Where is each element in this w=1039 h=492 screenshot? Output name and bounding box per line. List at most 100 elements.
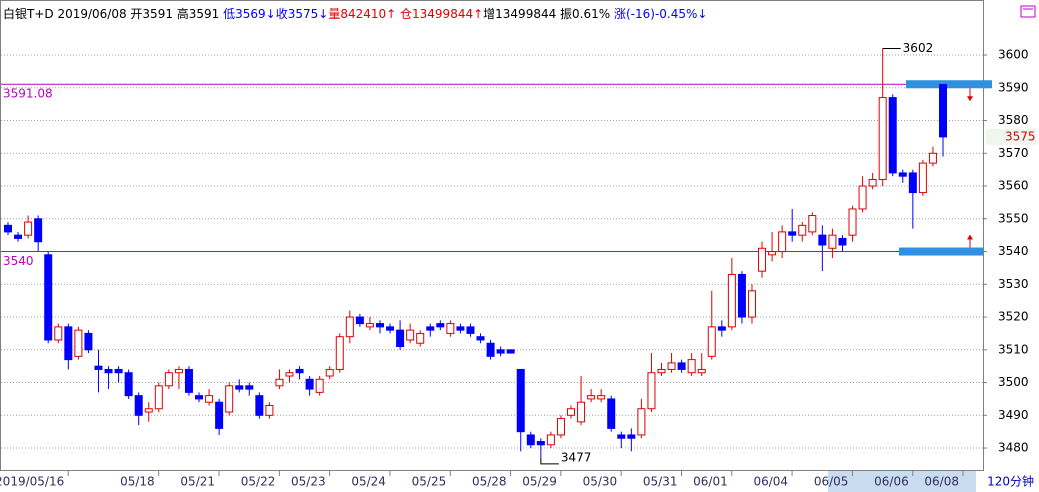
y-tick-label: 3590 [998, 80, 1029, 94]
candle-body [667, 362, 676, 370]
candle-body [918, 162, 927, 194]
candle-body [144, 408, 153, 413]
candle-body [396, 329, 405, 348]
last-close-label: 3575 [1005, 129, 1036, 143]
candle-body [195, 395, 204, 400]
candle-body [486, 342, 495, 357]
candle-body [597, 395, 606, 400]
x-tick-label: 05/22 [241, 475, 276, 489]
high-label: 3602 [903, 41, 934, 55]
y-tick-label: 3530 [998, 277, 1029, 291]
candle-body [466, 326, 475, 334]
candle-body [365, 323, 374, 328]
candle-body [315, 378, 324, 393]
candle-body [54, 326, 63, 341]
y-tick-label: 3540 [998, 244, 1029, 258]
candle-body [577, 401, 586, 423]
candle-body [808, 215, 817, 233]
candle-body [74, 329, 83, 357]
candle-body [476, 336, 485, 341]
reference-bar [906, 80, 992, 89]
candle-body [446, 323, 455, 334]
candle-body [335, 336, 344, 370]
candle-body [697, 368, 706, 374]
candle-body [164, 372, 173, 387]
candle-body [64, 326, 73, 361]
y-tick-label: 3560 [998, 179, 1029, 193]
header-part: 涨(-16)-0.45%↓ [614, 6, 707, 21]
candle-body [124, 372, 133, 397]
candle-body [677, 362, 686, 370]
x-tick-label: 05/31 [643, 475, 678, 489]
candle-body [275, 378, 284, 387]
y-tick-label: 3500 [998, 375, 1029, 389]
candle-body [305, 378, 314, 390]
candle-body [737, 273, 746, 318]
candle-body [34, 218, 43, 243]
candle-body [426, 326, 435, 331]
candle-body [747, 290, 756, 318]
candle-body [587, 395, 596, 400]
header-part: 低3569↓收3575↓ [223, 7, 328, 21]
reference-label: 3591.08 [3, 87, 53, 101]
candle-body [707, 326, 716, 357]
y-tick-label: 3550 [998, 211, 1029, 225]
candle-body [255, 395, 264, 416]
candle-body [868, 178, 877, 187]
x-tick-label: 05/23 [291, 475, 326, 489]
candle-body [4, 224, 12, 233]
candle-body [657, 368, 666, 374]
candle-body [375, 323, 384, 328]
candle-body [174, 368, 183, 374]
candle-body [637, 408, 646, 436]
candle-body [928, 152, 937, 164]
candle-body [406, 329, 415, 341]
y-tick-label: 3490 [998, 408, 1029, 422]
candle-body [325, 368, 334, 377]
x-tick-label: 05/30 [583, 475, 618, 489]
y-tick-label: 3520 [998, 310, 1029, 324]
candle-body [717, 326, 726, 331]
candle-body [858, 185, 867, 210]
candle-body [386, 326, 395, 331]
candle-body [24, 221, 33, 236]
candle-body [798, 224, 807, 236]
candle-body [94, 365, 103, 370]
x-tick-label: 06/01 [693, 475, 728, 489]
low-pointer [540, 457, 559, 465]
candle-body [788, 231, 797, 236]
candle-body [84, 332, 93, 351]
x-tick-label: 05/21 [180, 475, 215, 489]
header-part: 增13499844 振0.61% [483, 7, 614, 21]
candle-body [265, 404, 274, 416]
x-tick-label: 05/24 [351, 475, 386, 489]
candle-body [496, 349, 505, 354]
candle-body [235, 385, 244, 390]
low-label: 3477 [561, 450, 592, 464]
x-tick-label: 2019/05/16 [0, 475, 64, 489]
candle-body [848, 208, 857, 236]
candle-body [536, 441, 545, 446]
candle-body [456, 326, 465, 331]
candle-body [44, 254, 53, 341]
candle-body [285, 372, 294, 377]
last-close-bg [986, 128, 1036, 145]
candle-body [546, 434, 555, 446]
candle-body [878, 97, 887, 180]
candle-body [828, 234, 837, 249]
x-tick-label: 06/06 [874, 475, 909, 489]
candle-body [607, 398, 616, 429]
header-part: 白银T+D 2019/06/08 开3591 高3591 [3, 6, 223, 21]
candle-body [225, 385, 234, 413]
header-part: 量842410↑ 仓13499844↑ [328, 7, 483, 21]
arrow-head [967, 96, 973, 102]
candle-body [295, 368, 304, 374]
x-tick-label: 05/25 [412, 475, 447, 489]
candle-body [768, 251, 777, 256]
candle-body [838, 237, 847, 246]
candle-body [114, 368, 123, 374]
window-icon [1020, 5, 1036, 18]
candle-body [818, 234, 827, 246]
candle-body [526, 434, 535, 446]
x-tick-label: 05/29 [522, 475, 557, 489]
